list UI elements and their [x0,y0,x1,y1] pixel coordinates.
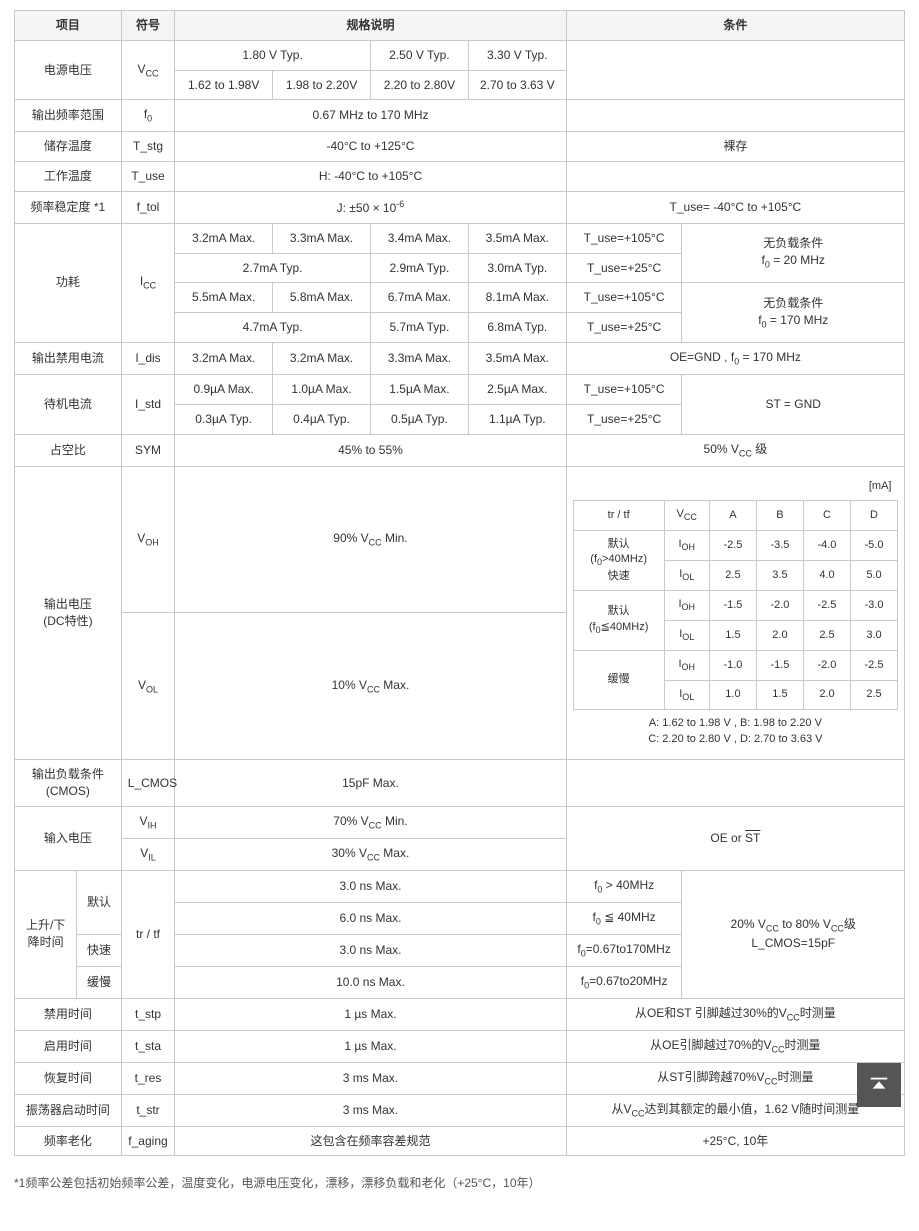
dc-cond-table: [mA] tr / tf VCC ABCD 默认 (f0>40MHz) 快速 I… [566,466,904,760]
vil-val: 30% VCC Max. [175,838,567,870]
lcmos-val: 15pF Max. [175,760,567,807]
f0-sym: f0 [121,100,174,132]
sym-sym: SYM [121,434,174,466]
ftol-val: J: ±50 × 10-6 [175,191,567,223]
tuse-sym: T_use [121,162,174,192]
hdr-item: 项目 [15,11,122,41]
sym-label: 占空比 [15,434,122,466]
tuse-label: 工作温度 [15,162,122,192]
vih-val: 70% VCC Min. [175,806,567,838]
vol-val: 10% VCC Max. [175,613,567,760]
vcc-rng-3: 2.70 to 3.63 V [468,70,566,100]
footnote: *1频率公差包括初始频率公差，温度变化，电源电压变化，漂移，漂移负载和老化（+2… [14,1174,905,1191]
istd-sym: I_std [121,374,174,434]
tsta-label: 启用时间 [15,1030,122,1062]
tuse-val: H: -40°C to +105°C [175,162,567,192]
spec-table: 项目 符号 规格说明 条件 电源电压 VCC 1.80 V Typ. 2.50 … [14,10,905,1156]
lcmos-label: 输出负载条件 (CMOS) [15,760,122,807]
idis-label: 输出禁用电流 [15,342,122,374]
tstg-cond: 裸存 [566,132,904,162]
f0-val: 0.67 MHz to 170 MHz [175,100,567,132]
vcc-cond [566,40,904,100]
tstp-label: 禁用时间 [15,998,122,1030]
ftol-label: 频率稳定度 *1 [15,191,122,223]
chevron-up-icon [868,1074,890,1096]
icc-sym: ICC [121,223,174,342]
trtf-sub1: 默认 [77,870,122,934]
sym-val: 45% to 55% [175,434,567,466]
icc-label: 功耗 [15,223,122,342]
voh-val: 90% VCC Min. [175,466,567,613]
tstg-sym: T_stg [121,132,174,162]
tres-label: 恢复时间 [15,1062,122,1094]
vil-sym: VIL [121,838,174,870]
idis-sym: I_dis [121,342,174,374]
vin-cond: OE or ST [566,806,904,870]
lcmos-sym: L_CMOS [121,760,174,807]
sym-cond: 50% VCC 级 [566,434,904,466]
ftol-cond: T_use= -40°C to +105°C [566,191,904,223]
voh-sym: VOH [121,466,174,613]
icc-note2: 无负载条件f0 = 170 MHz [682,283,905,343]
hdr-cond: 条件 [566,11,904,41]
trtf-sym: tr / tf [121,870,174,998]
ftol-sym: f_tol [121,191,174,223]
vcc-rng-2: 2.20 to 2.80V [370,70,468,100]
hdr-symbol: 符号 [121,11,174,41]
trtf-sub2: 快速 [77,934,122,966]
vcc-typ-2: 3.30 V Typ. [468,40,566,70]
vcc-label: 电源电压 [15,40,122,100]
icc-note1: 无负载条件f0 = 20 MHz [682,223,905,283]
back-to-top-button[interactable] [857,1063,901,1107]
dc-label: 输出电压 (DC特性) [15,466,122,760]
trtf-sub3: 缓慢 [77,966,122,998]
vcc-typ-1: 2.50 V Typ. [370,40,468,70]
istd-label: 待机电流 [15,374,122,434]
idis-cond: OE=GND , f0 = 170 MHz [566,342,904,374]
tstg-val: -40°C to +125°C [175,132,567,162]
vin-label: 输入电压 [15,806,122,870]
vcc-rng-1: 1.98 to 2.20V [273,70,371,100]
vih-sym: VIH [121,806,174,838]
fage-label: 频率老化 [15,1126,122,1156]
vcc-sym: VCC [121,40,174,100]
tstr-label: 振荡器启动时间 [15,1094,122,1126]
trtf-note: 20% VCC to 80% VCC级 L_CMOS=15pF [682,870,905,998]
vcc-rng-0: 1.62 to 1.98V [175,70,273,100]
tstg-label: 储存温度 [15,132,122,162]
f0-label: 输出频率范围 [15,100,122,132]
hdr-spec: 规格说明 [175,11,567,41]
istd-note: ST = GND [682,374,905,434]
vol-sym: VOL [121,613,174,760]
vcc-typ-0: 1.80 V Typ. [175,40,371,70]
trtf-label: 上升/下降时间 [15,870,77,998]
